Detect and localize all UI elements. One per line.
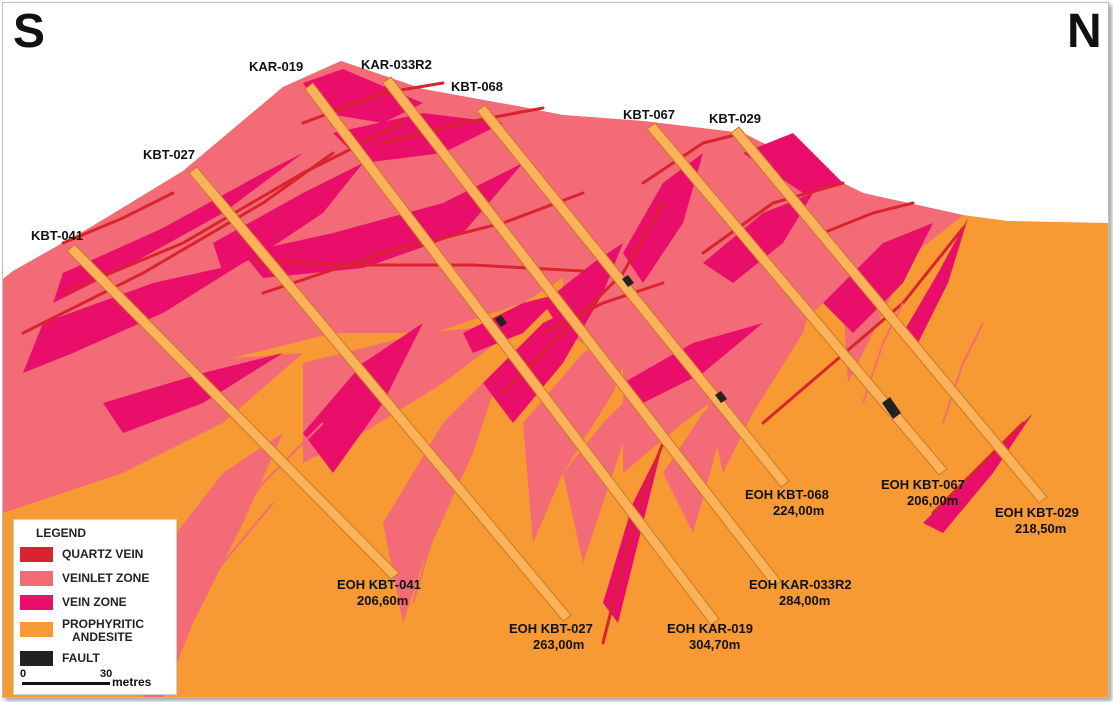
legend-swatch-andesite [20,622,53,637]
legend-label-andesite-line2: ANDESITE [72,630,133,644]
fault-kar-033r2 [715,391,727,403]
legend-label-fault: FAULT [62,651,100,665]
legend-label-veinlet-zone: VEINLET ZONE [62,571,150,585]
legend-swatch-vein-zone [20,595,53,610]
eoh-depth-kbt-029: 218,50m [1015,521,1066,536]
eoh-label-kar-033r2: EOH KAR-033R2 [749,577,852,592]
drillhole-kbt-067[interactable] [646,122,948,476]
legend-label-quartz-vein: QUARTZ VEIN [62,547,144,561]
quartz-veins [21,81,1025,645]
eoh-depth-kbt-027: 263,00m [533,637,584,652]
scale-bar: 0 30 metres [20,666,170,690]
drillhole-kbt-068[interactable] [476,104,790,488]
eoh-label-kbt-027: EOH KBT-027 [509,621,593,636]
fault-kbt-068 [622,275,634,287]
collar-label-kbt-027: KBT-027 [143,147,195,162]
fault-kar-019 [495,315,507,327]
collar-label-kbt-029: KBT-029 [709,111,761,126]
legend-swatch-quartz-vein [20,547,53,562]
drillhole-kbt-041[interactable] [66,244,400,580]
eoh-label-kbt-041: EOH KBT-041 [337,577,421,592]
scale-start-label: 0 [20,668,27,680]
collar-label-kbt-068: KBT-068 [451,79,503,94]
eoh-label-kar-019: EOH KAR-019 [667,621,753,636]
fault-kbt-067 [882,397,901,419]
eoh-label-kbt-067: EOH KBT-067 [881,477,965,492]
scale-unit-label: metres [112,675,152,689]
drillhole-kbt-027[interactable] [188,166,572,622]
collar-label-kbt-041: KBT-041 [31,228,83,243]
eoh-depth-kbt-041: 206,60m [357,593,408,608]
scale-bar-line [22,682,110,685]
cross-section-diagram: S N KBT-041 KBT-027 KAR-019 KAR-033R2 KB… [3,5,1108,697]
legend-label-vein-zone: VEIN ZONE [62,595,127,609]
legend-title: LEGEND [36,526,87,540]
drillhole-kbt-029[interactable] [730,126,1048,504]
eoh-depth-kbt-068: 224,00m [773,503,824,518]
eoh-depth-kbt-067: 206,00m [907,493,958,508]
legend-label-andesite-line1: PROPHYRITIC [62,617,145,631]
collar-label-kar-019: KAR-019 [249,59,303,74]
collar-label-kar-033r2: KAR-033R2 [361,57,432,72]
drillhole-kar-019[interactable] [304,82,720,626]
eoh-depth-kar-033r2: 284,00m [779,593,830,608]
eoh-label-kbt-068: EOH KBT-068 [745,487,829,502]
legend: LEGEND QUARTZ VEIN VEINLET ZONE VEIN ZON… [13,519,177,695]
direction-north-label: N [1067,5,1102,58]
eoh-label-kbt-029: EOH KBT-029 [995,505,1079,520]
legend-swatch-fault [20,651,53,666]
scale-end-label: 30 [100,668,113,680]
direction-south-label: S [13,5,45,58]
drillhole-kar-033r2[interactable] [382,76,782,588]
faults [495,275,901,419]
eoh-depth-kar-019: 304,70m [689,637,740,652]
collar-label-kbt-067: KBT-067 [623,107,675,122]
legend-swatch-veinlet-zone [20,571,53,586]
drillhole-traces [66,76,1048,626]
